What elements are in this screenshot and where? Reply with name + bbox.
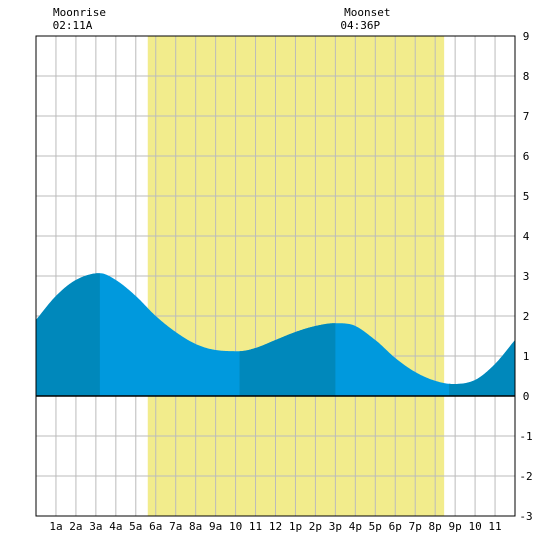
x-tick-label: 2p [309, 520, 322, 533]
moon-event-label: Moonrise [53, 6, 106, 19]
x-tick-label: 4p [349, 520, 362, 533]
y-tick-label: 3 [523, 270, 530, 283]
x-tick-label: 9a [209, 520, 222, 533]
x-tick-label: 5a [129, 520, 142, 533]
y-tick-label: 1 [523, 350, 530, 363]
y-tick-label: 4 [523, 230, 530, 243]
tide-area [36, 273, 515, 396]
x-tick-label: 8a [189, 520, 202, 533]
tide-highlight-segment [449, 340, 515, 396]
y-tick-label: 0 [523, 390, 530, 403]
y-tick-label: 7 [523, 110, 530, 123]
tide-highlight-segment [36, 273, 100, 396]
y-tick-label: -3 [519, 510, 532, 523]
moon-event-time: 04:36P [340, 19, 380, 32]
grid-lines [36, 35, 515, 517]
tide-highlight-segment [239, 323, 336, 396]
y-tick-label: 2 [523, 310, 530, 323]
tide-highlight-segments [36, 273, 515, 396]
y-tick-label: 9 [523, 30, 530, 43]
y-tick-label: 6 [523, 150, 530, 163]
x-tick-label: 4a [109, 520, 122, 533]
x-tick-label: 7a [169, 520, 182, 533]
plot-border [35, 35, 516, 517]
y-tick-label: 5 [523, 190, 530, 203]
x-tick-label: 8p [429, 520, 442, 533]
moon-event-time: 02:11A [53, 19, 93, 32]
x-tick-label: 7p [409, 520, 422, 533]
x-tick-label: 9p [449, 520, 462, 533]
y-axis-tick-labels: -3 -2 -1 0 1 2 3 4 5 6 7 8 9 [519, 30, 532, 523]
x-tick-label: 11 [488, 520, 501, 533]
x-axis-tick-labels: 1a 2a 3a 4a 5a 6a 7a 8a 9a 10 11 12 1p 2p 3p 4p 5p 6p 7p 8p… [49, 520, 501, 533]
x-tick-label: 10 [229, 520, 242, 533]
y-tick-label: -1 [519, 430, 532, 443]
x-tick-label: 5p [369, 520, 382, 533]
tide-area-path [36, 273, 515, 396]
x-tick-label: 2a [69, 520, 82, 533]
x-tick-label: 11 [249, 520, 262, 533]
x-tick-label: 12 [269, 520, 282, 533]
y-tick-label: -2 [519, 470, 532, 483]
x-tick-label: 6a [149, 520, 162, 533]
x-tick-label: 1p [289, 520, 302, 533]
moon-event-label: Moonset [344, 6, 390, 19]
x-tick-label: 6p [389, 520, 402, 533]
x-tick-label: 1a [49, 520, 62, 533]
x-tick-label: 3p [329, 520, 342, 533]
x-tick-label: 3a [89, 520, 102, 533]
x-tick-label: 10 [468, 520, 481, 533]
y-tick-label: 8 [523, 70, 530, 83]
